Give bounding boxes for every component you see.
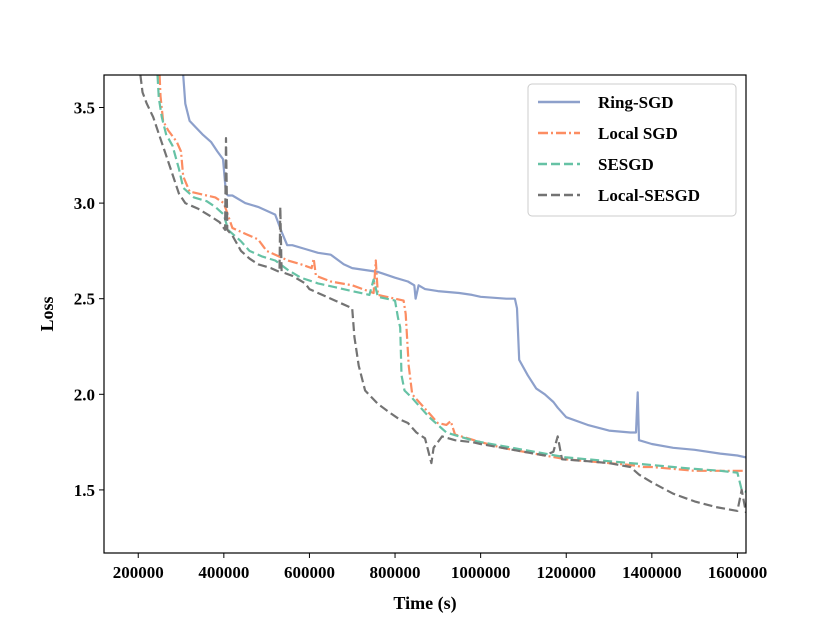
x-axis-label: Time (s) [393,593,456,614]
x-tick-label: 1000000 [451,563,511,582]
y-tick-label: 3.5 [74,99,95,118]
y-axis-label: Loss [37,296,57,331]
series-line-local-sesgd [139,75,746,514]
x-tick-label: 1200000 [536,563,596,582]
y-axis: 1.5 2.0 2.5 3.0 3.5 [74,99,104,500]
plot-frame [103,74,747,554]
x-tick-label: 1600000 [708,563,768,582]
x-tick-label: 600000 [284,563,335,582]
legend: Ring-SGD Local SGD SESGD Local-SESGD [527,83,737,217]
legend-label: SESGD [598,155,654,174]
legend-label: Ring-SGD [598,93,674,112]
y-tick-label: 2.5 [74,290,95,309]
x-tick-label: 1400000 [622,563,682,582]
series-line-ring-sgd [182,75,746,459]
x-tick-label: 200000 [113,563,164,582]
plot-lines [139,75,746,514]
y-tick-label: 1.5 [74,481,95,500]
x-tick-label: 800000 [370,563,421,582]
series-line-sesgd [156,75,746,493]
x-tick-label: 400000 [198,563,249,582]
legend-box [527,83,737,217]
y-tick-label: 3.0 [74,194,95,213]
x-axis: 200000 400000 600000 800000 1000000 1200000 14… [113,553,767,582]
legend-label: Local SGD [598,124,678,143]
y-tick-label: 2.0 [74,385,95,404]
legend-label: Local-SESGD [598,186,700,205]
